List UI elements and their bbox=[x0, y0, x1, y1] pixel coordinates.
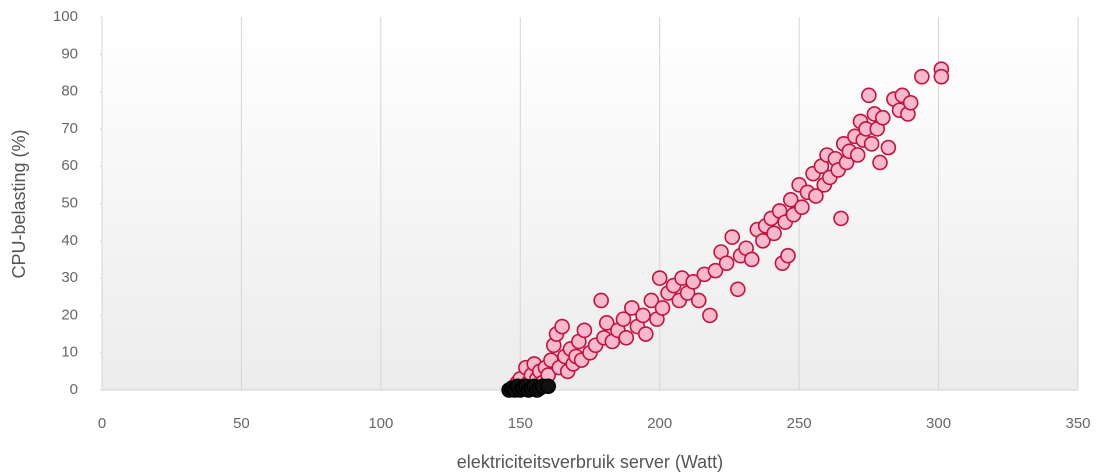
point bbox=[718, 255, 735, 271]
point bbox=[861, 87, 877, 104]
point bbox=[914, 68, 930, 85]
y-tick-label: 0 bbox=[70, 381, 78, 398]
point bbox=[849, 147, 866, 163]
point bbox=[554, 318, 570, 335]
point bbox=[933, 68, 950, 85]
point bbox=[743, 251, 760, 268]
x-tick-label: 50 bbox=[233, 415, 250, 432]
point bbox=[598, 315, 615, 331]
point bbox=[833, 210, 849, 227]
point bbox=[794, 199, 810, 216]
point bbox=[643, 292, 660, 309]
y-axis-title: CPU-belasting (%) bbox=[9, 129, 29, 278]
point bbox=[637, 326, 654, 342]
x-tick-label: 200 bbox=[647, 415, 672, 432]
point bbox=[880, 139, 897, 156]
point bbox=[685, 274, 701, 290]
x-tick-label: 100 bbox=[368, 415, 393, 432]
point bbox=[624, 300, 640, 316]
point bbox=[707, 262, 724, 279]
point bbox=[615, 311, 632, 327]
point bbox=[863, 136, 880, 152]
point bbox=[690, 292, 707, 309]
point bbox=[618, 329, 635, 346]
x-axis-title: elektriciteitsverbruik server (Watt) bbox=[457, 452, 723, 472]
y-tick-label: 40 bbox=[61, 232, 78, 249]
x-tick-label: 0 bbox=[98, 415, 106, 432]
x-tick-label: 350 bbox=[1065, 415, 1090, 432]
y-tick-label: 100 bbox=[53, 8, 78, 25]
y-tick-label: 90 bbox=[61, 45, 78, 62]
y-tick-label: 70 bbox=[61, 120, 78, 137]
y-tick-label: 60 bbox=[61, 157, 78, 174]
point bbox=[576, 322, 593, 339]
point bbox=[635, 307, 651, 324]
y-tick-label: 30 bbox=[61, 269, 78, 286]
point bbox=[755, 233, 771, 249]
point bbox=[874, 109, 891, 126]
point bbox=[780, 247, 796, 264]
point bbox=[654, 300, 671, 316]
point bbox=[593, 292, 609, 309]
y-tick-label: 20 bbox=[61, 306, 78, 323]
y-tick-label: 80 bbox=[61, 83, 78, 100]
y-tick-label: 10 bbox=[61, 344, 78, 361]
point bbox=[540, 378, 556, 395]
point bbox=[902, 94, 919, 111]
point bbox=[872, 154, 888, 171]
x-tick-label: 300 bbox=[926, 415, 951, 432]
point bbox=[724, 229, 741, 245]
point bbox=[782, 191, 799, 208]
y-tick-label: 50 bbox=[61, 194, 78, 211]
x-tick-label: 150 bbox=[508, 415, 533, 432]
point bbox=[808, 188, 824, 204]
point bbox=[702, 307, 718, 324]
point bbox=[651, 270, 668, 286]
x-tick-label: 250 bbox=[787, 415, 812, 432]
point bbox=[766, 225, 782, 242]
point bbox=[729, 281, 746, 298]
